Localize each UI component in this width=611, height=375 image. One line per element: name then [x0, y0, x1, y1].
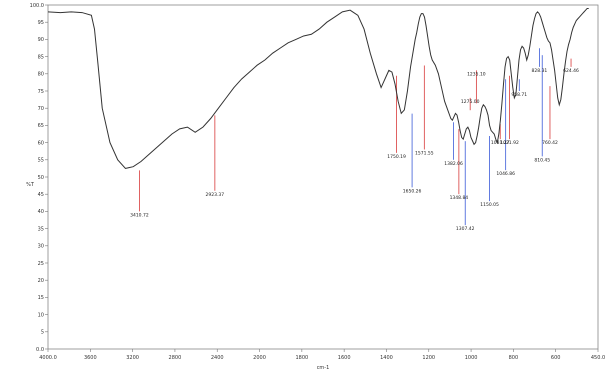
y-tick-label: 45 [38, 192, 44, 198]
peak-label: 1275.00 [461, 99, 480, 105]
y-tick-label: 40 [38, 209, 44, 215]
y-tick-label: 65 [38, 123, 44, 129]
peak-label: 1150.05 [480, 202, 499, 208]
x-tick-label: 1800 [295, 355, 308, 361]
peak-label: 1307.42 [456, 226, 475, 232]
peak-label: 1348.84 [450, 195, 469, 201]
peak-label: 1081.27 [491, 140, 510, 146]
y-tick-label: 85 [38, 54, 44, 60]
y-tick-label: 10 [38, 312, 44, 318]
y-tick-label: 80 [38, 72, 44, 78]
y-tick-label: 0.0 [36, 347, 44, 353]
x-tick-label: 3600 [84, 355, 97, 361]
x-axis: 4000.0 3600 3200 2800 2400 2000 1800 1600 1400 12… [39, 349, 605, 361]
x-tick-label: 450.0 [591, 355, 605, 361]
x-axis-label: cm-1 [317, 365, 330, 371]
peak-label: 3410.72 [130, 212, 149, 218]
x-tick-label: 1000 [465, 355, 478, 361]
peak-label: 1021.92 [500, 140, 519, 146]
peak-label: 1382.06 [444, 161, 463, 167]
y-tick-label: 5 [41, 330, 44, 336]
y-tick-label: 95 [38, 20, 44, 26]
x-tick-label: 1600 [338, 355, 351, 361]
y-axis: 0.0 5 10 15 20 25 30 35 40 45 50 55 60 65 70 75 80 85 90 95… [30, 3, 48, 353]
y-tick-label: 70 [38, 106, 44, 112]
y-axis-label: %T [26, 182, 35, 188]
peak-label: 624.46 [563, 68, 579, 74]
y-tick-label: 90 [38, 37, 44, 43]
y-tick-label: 100.0 [30, 3, 44, 9]
peak-labels: 3410.72 2923.37 1750.19 1650.26 1571.55 1382.… [130, 68, 579, 232]
y-tick-label: 60 [38, 140, 44, 146]
x-tick-label: 4000.0 [39, 355, 57, 361]
x-tick-label: 3200 [126, 355, 139, 361]
spectrum-line [47, 7, 589, 169]
y-tick-label: 75 [38, 89, 44, 95]
peak-label: 1571.55 [415, 150, 434, 156]
peak-markers [139, 48, 572, 226]
y-tick-label: 30 [38, 244, 44, 250]
peak-label: 828.31 [532, 68, 548, 74]
y-tick-label: 25 [38, 261, 44, 267]
x-tick-label: 600 [551, 355, 561, 361]
x-tick-label: 800 [509, 355, 519, 361]
x-tick-label: 2000 [253, 355, 266, 361]
peak-label: 810.45 [534, 157, 550, 163]
x-tick-label: 2400 [211, 355, 224, 361]
x-tick-label: 2800 [169, 355, 182, 361]
x-tick-label: 1400 [380, 355, 393, 361]
peak-label: 1235.10 [467, 71, 486, 77]
x-tick-label: 1200 [422, 355, 435, 361]
y-tick-label: 15 [38, 295, 44, 301]
y-tick-label: 20 [38, 278, 44, 284]
y-tick-label: 55 [38, 158, 44, 164]
peak-label: 760.42 [542, 140, 558, 146]
peak-label: 958.71 [511, 92, 527, 98]
plot-frame [47, 4, 599, 350]
peak-label: 1046.86 [496, 171, 515, 177]
peak-label: 2923.37 [206, 192, 225, 198]
peak-label: 1650.26 [403, 188, 422, 194]
y-tick-label: 35 [38, 226, 44, 232]
peak-label: 1750.19 [387, 154, 406, 160]
y-tick-label: 50 [38, 175, 44, 181]
